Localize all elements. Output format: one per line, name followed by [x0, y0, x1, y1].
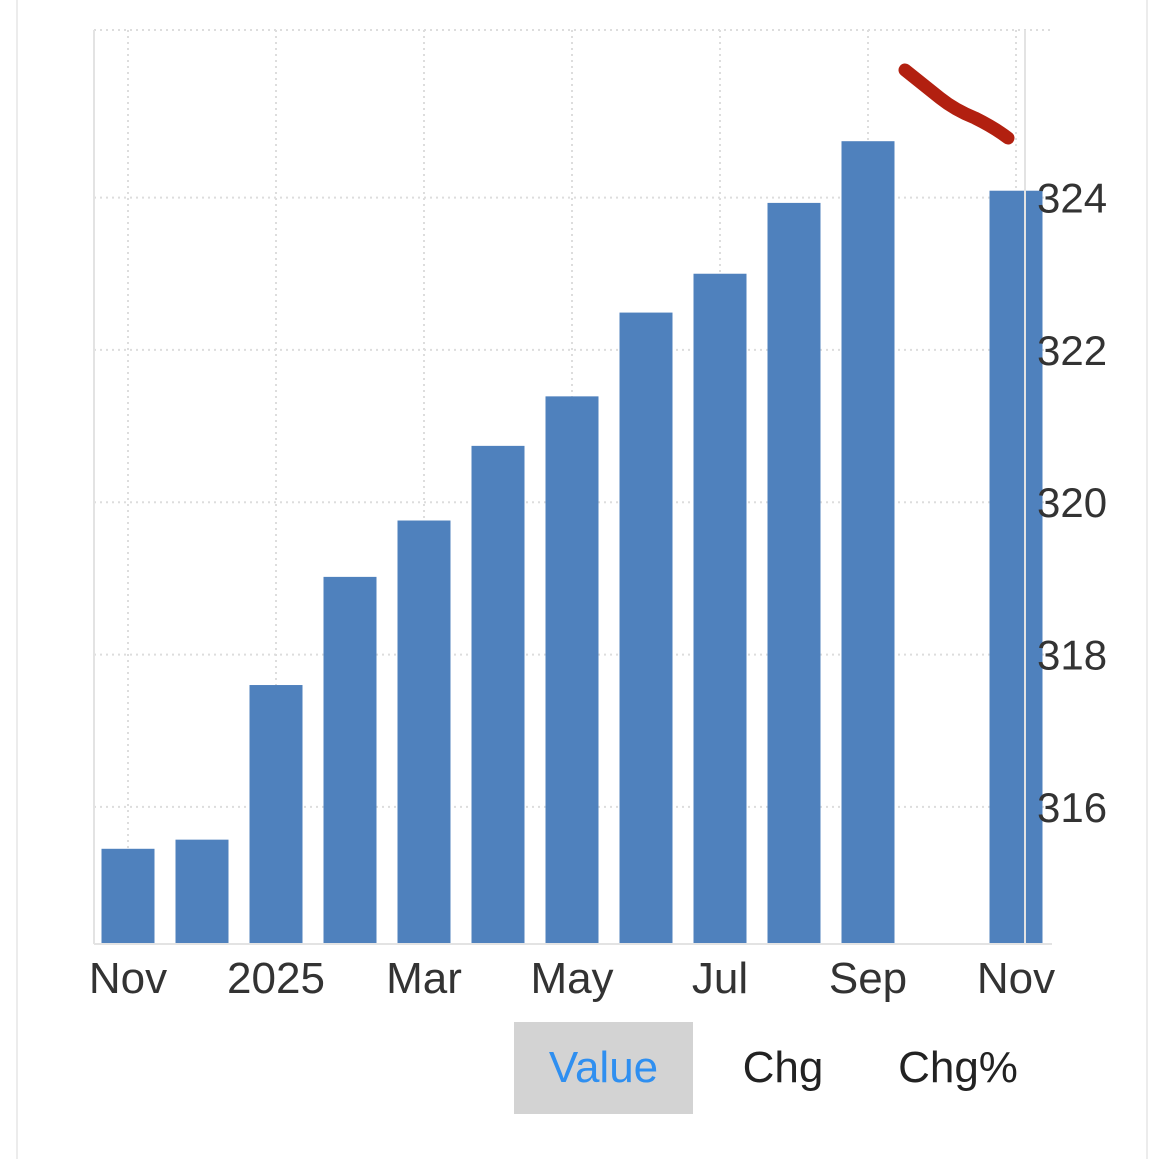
bar-jun-2025 — [619, 312, 673, 944]
x-tick-label-2: Mar — [386, 954, 462, 1003]
x-tick-label-5: Sep — [829, 954, 907, 1003]
bar-mar-2025 — [397, 520, 451, 944]
y-axis-labels: 316 318 320 322 324 — [1037, 175, 1107, 831]
bar-dec-2024 — [175, 839, 229, 944]
y-tick-label-316: 316 — [1037, 784, 1107, 831]
bars — [101, 141, 1043, 945]
x-tick-label-4: Jul — [692, 954, 748, 1003]
y-tick-label-322: 322 — [1037, 327, 1107, 374]
bar-apr-2025 — [471, 445, 525, 944]
chart-panel — [16, 0, 1148, 1159]
y-tick-label-320: 320 — [1037, 479, 1107, 526]
view-toggle-group: Value Chg Chg% — [514, 1022, 1043, 1114]
value-toggle-button[interactable]: Value — [514, 1022, 693, 1114]
bar-may-2025 — [545, 396, 599, 944]
x-tick-label-3: May — [530, 954, 613, 1003]
bar-chart: 316 318 320 322 324 Nov 2025 Mar May Jul Sep Nov — [89, 29, 1107, 1003]
x-axis-labels: Nov 2025 Mar May Jul Sep Nov — [89, 954, 1055, 1003]
bar-jul-2025 — [693, 273, 747, 944]
bar-feb-2025 — [323, 576, 377, 944]
bar-aug-2025 — [767, 202, 821, 945]
y-tick-label-318: 318 — [1037, 632, 1107, 679]
bar-nov-2025 — [989, 190, 1043, 944]
chg-toggle-button[interactable]: Chg — [742, 1043, 824, 1092]
x-tick-label-0: Nov — [89, 954, 167, 1003]
bar-nov-2024 — [101, 848, 155, 944]
chg-percent-toggle-button[interactable]: Chg% — [898, 1043, 1018, 1092]
x-tick-label-6: Nov — [977, 954, 1055, 1003]
axes — [93, 30, 1052, 945]
x-tick-label-1: 2025 — [227, 954, 325, 1003]
bar-jan-2025 — [249, 685, 303, 944]
bar-sep-2025 — [841, 141, 895, 944]
annotation-stroke — [898, 63, 1015, 145]
y-tick-label-324: 324 — [1037, 175, 1107, 222]
